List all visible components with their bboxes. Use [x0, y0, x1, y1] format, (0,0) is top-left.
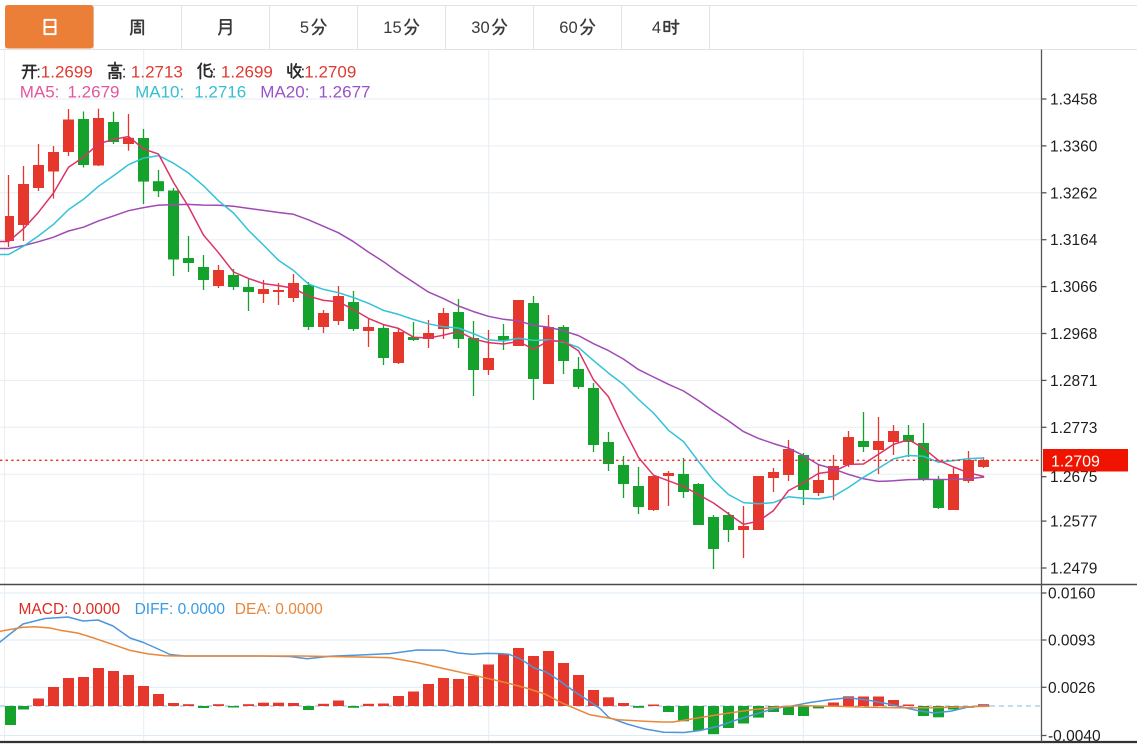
- svg-text:1.2699: 1.2699: [221, 63, 273, 82]
- svg-text:1.2709: 1.2709: [304, 63, 356, 82]
- svg-text:1.3458: 1.3458: [1050, 92, 1097, 109]
- svg-text:1.2675: 1.2675: [1050, 469, 1097, 486]
- svg-text:1.3262: 1.3262: [1050, 185, 1097, 202]
- svg-text:4: 4: [652, 19, 661, 37]
- svg-text:1.3066: 1.3066: [1050, 279, 1097, 296]
- svg-text:1.2871: 1.2871: [1050, 373, 1097, 390]
- svg-text:-0.0040: -0.0040: [1048, 728, 1101, 745]
- svg-text:1.2716: 1.2716: [194, 83, 246, 102]
- svg-text:1.2479: 1.2479: [1050, 561, 1097, 578]
- svg-text:MA10:: MA10:: [135, 83, 184, 102]
- svg-text:MACD: 0.0000: MACD: 0.0000: [19, 601, 121, 618]
- svg-text::: :: [122, 63, 127, 82]
- svg-text:30: 30: [471, 19, 489, 37]
- svg-text:1.2679: 1.2679: [68, 83, 120, 102]
- svg-text:1.2709: 1.2709: [1051, 454, 1100, 471]
- svg-text:MA5:: MA5:: [20, 83, 60, 102]
- svg-text:DEA: 0.0000: DEA: 0.0000: [235, 601, 323, 618]
- svg-text:1.2699: 1.2699: [41, 63, 93, 82]
- svg-text:MA20:: MA20:: [260, 83, 309, 102]
- svg-text:1.3164: 1.3164: [1050, 232, 1098, 249]
- svg-text:60: 60: [559, 19, 577, 37]
- svg-text:0.0026: 0.0026: [1048, 680, 1095, 697]
- svg-text:1.2677: 1.2677: [319, 83, 371, 102]
- svg-text:1.2577: 1.2577: [1050, 514, 1097, 531]
- svg-text::: :: [212, 63, 217, 82]
- svg-text:5: 5: [300, 19, 309, 37]
- svg-text:1.2773: 1.2773: [1050, 420, 1097, 437]
- svg-text:15: 15: [383, 19, 401, 37]
- svg-text:1.2968: 1.2968: [1050, 326, 1097, 343]
- svg-text:1.3360: 1.3360: [1050, 138, 1098, 155]
- svg-text::: :: [301, 63, 306, 82]
- svg-text:DIFF: 0.0000: DIFF: 0.0000: [135, 601, 226, 618]
- svg-text:0.0093: 0.0093: [1048, 633, 1095, 650]
- svg-text::: :: [36, 63, 41, 82]
- svg-text:0.0160: 0.0160: [1048, 586, 1096, 603]
- svg-text:1.2713: 1.2713: [131, 63, 183, 82]
